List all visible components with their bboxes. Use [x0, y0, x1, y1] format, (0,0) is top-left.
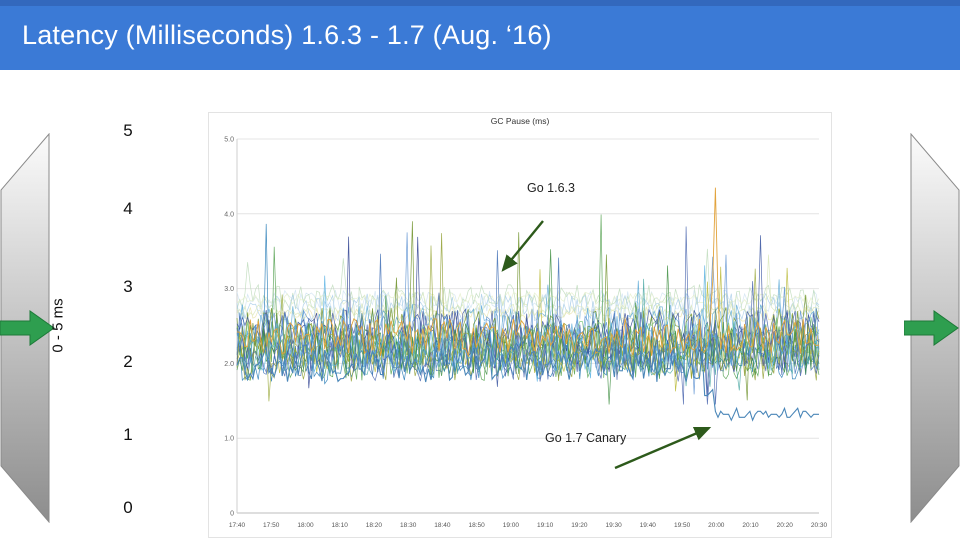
scale-value: 2 [123, 352, 133, 371]
svg-text:18:00: 18:00 [297, 522, 314, 529]
chart-svg: 5.0 4.0 3.0 2.0 1.0 0 17:40 17:50 18:00 18:10 18:2… [224, 137, 827, 530]
scale-value: 0 [123, 498, 133, 517]
svg-text:17:50: 17:50 [263, 522, 280, 529]
svg-text:19:30: 19:30 [605, 522, 622, 529]
scale-value: 4 [123, 199, 133, 218]
scale-value: 5 [123, 121, 133, 140]
svg-text:17:40: 17:40 [229, 522, 246, 529]
svg-text:20:00: 20:00 [708, 522, 725, 529]
svg-text:19:40: 19:40 [640, 522, 657, 529]
y-axis-range-label: 0 - 5 ms [49, 298, 67, 353]
y-scale: 5 4 3 2 1 0 [108, 0, 148, 540]
svg-text:5.0: 5.0 [224, 137, 234, 144]
svg-text:0: 0 [230, 511, 234, 518]
left-green-arrow-icon [0, 310, 55, 346]
svg-text:4.0: 4.0 [224, 211, 234, 218]
svg-text:18:40: 18:40 [434, 522, 451, 529]
svg-text:1.0: 1.0 [224, 436, 234, 443]
svg-text:19:20: 19:20 [571, 522, 588, 529]
svg-text:18:10: 18:10 [332, 522, 349, 529]
svg-text:19:00: 19:00 [503, 522, 520, 529]
scale-value: 1 [123, 425, 133, 444]
chart-plot-area: 5.0 4.0 3.0 2.0 1.0 0 17:40 17:50 18:00 18:10 18:2… [211, 123, 827, 538]
svg-text:3.0: 3.0 [224, 286, 234, 293]
svg-text:19:10: 19:10 [537, 522, 554, 529]
slide-title: Latency (Milliseconds) 1.6.3 - 1.7 (Aug.… [22, 20, 552, 50]
svg-text:2.0: 2.0 [224, 361, 234, 368]
annotation-go-163: Go 1.6.3 [527, 181, 575, 195]
slide-header: Latency (Milliseconds) 1.6.3 - 1.7 (Aug.… [0, 0, 960, 70]
svg-text:18:30: 18:30 [400, 522, 417, 529]
scale-value: 3 [123, 277, 133, 296]
svg-text:20:30: 20:30 [811, 522, 827, 529]
right-green-arrow-icon [904, 310, 959, 346]
chart-title: GC Pause (ms) [490, 116, 550, 126]
svg-text:18:20: 18:20 [366, 522, 383, 529]
svg-text:20:20: 20:20 [777, 522, 794, 529]
annotation-go-17-canary: Go 1.7 Canary [545, 431, 627, 445]
svg-text:20:10: 20:10 [742, 522, 759, 529]
header-top-strip [0, 0, 960, 6]
svg-text:18:50: 18:50 [468, 522, 485, 529]
gc-pause-chart: GC Pause (ms) 5.0 4.0 3.0 2.0 1.0 0 17:40 17:50… [208, 112, 832, 538]
svg-text:19:50: 19:50 [674, 522, 691, 529]
